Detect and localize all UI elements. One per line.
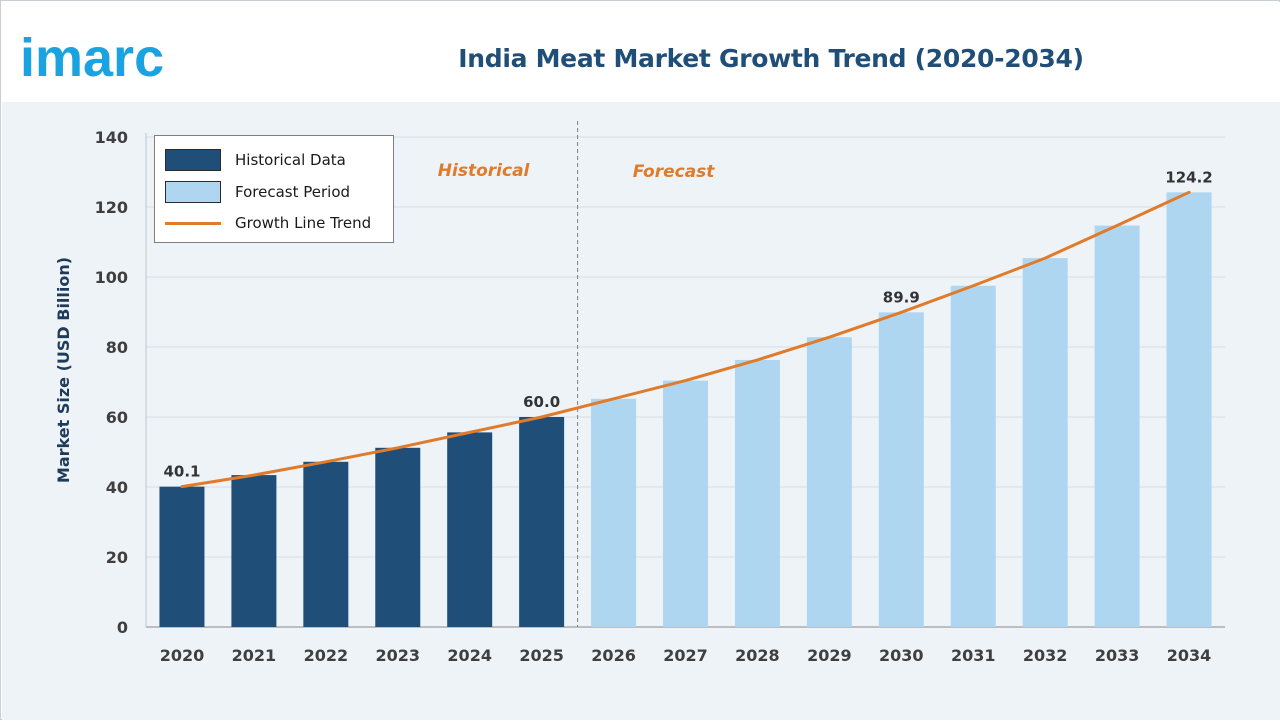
legend-item-growth-line: Growth Line Trend: [165, 211, 371, 235]
legend-swatch-forecast: [165, 181, 221, 203]
header: imarc India Meat Market Growth Trend (20…: [2, 2, 1280, 102]
data-label: 124.2: [1165, 168, 1212, 186]
x-tick-label: 2031: [951, 646, 996, 665]
logo-text: imarc: [20, 28, 164, 84]
historical-bar: [447, 432, 493, 627]
legend-label-historical: Historical Data: [235, 151, 346, 169]
forecast-period-label: Forecast: [633, 162, 716, 182]
forecast-bar: [734, 359, 780, 627]
legend-item-historical: Historical Data: [165, 148, 346, 172]
x-tick-label: 2026: [591, 646, 636, 665]
forecast-bar: [950, 285, 996, 627]
x-tick-label: 2030: [879, 646, 924, 665]
x-tick-label: 2021: [232, 646, 277, 665]
forecast-bar: [806, 337, 852, 627]
x-tick-label: 2022: [304, 646, 349, 665]
historical-bar: [375, 447, 421, 627]
forecast-bar: [878, 312, 924, 627]
chart-title: India Meat Market Growth Trend (2020-203…: [458, 44, 1084, 73]
imarc-logo: imarc: [20, 28, 164, 84]
y-tick-label: 80: [106, 338, 128, 357]
historical-bar: [159, 486, 205, 627]
x-tick-label: 2024: [447, 646, 492, 665]
legend-label-forecast: Forecast Period: [235, 183, 351, 201]
historical-bar: [303, 461, 349, 627]
legend-line-growth: [165, 221, 221, 225]
y-tick-label: 140: [95, 128, 128, 147]
legend: Historical Data Forecast Period Growth L…: [154, 135, 394, 243]
y-tick-label: 120: [95, 198, 128, 217]
x-tick-label: 2027: [663, 646, 708, 665]
y-tick-label: 20: [106, 548, 128, 567]
data-label: 89.9: [883, 288, 920, 306]
y-tick-label: 100: [95, 268, 128, 287]
historical-period-label: Historical: [438, 161, 531, 181]
x-tick-label: 2029: [807, 646, 852, 665]
forecast-bar: [663, 380, 708, 627]
y-axis-title: Market Size (USD Billion): [54, 257, 73, 483]
x-tick-label: 2028: [735, 646, 780, 665]
x-tick-label: 2034: [1167, 646, 1212, 665]
legend-label-growth: Growth Line Trend: [235, 214, 372, 232]
forecast-bar: [1094, 225, 1140, 628]
growth-trend-line: [180, 190, 1191, 489]
y-tick-label: 0: [117, 618, 128, 637]
x-tick-label: 2020: [160, 646, 205, 665]
x-tick-label: 2032: [1023, 646, 1068, 665]
y-tick-label: 60: [106, 408, 128, 427]
legend-swatch-historical: [165, 149, 221, 171]
legend-item-forecast: Forecast Period: [165, 180, 350, 204]
data-label: 40.1: [163, 463, 200, 481]
data-label: 60.0: [523, 393, 560, 411]
historical-bar: [519, 417, 565, 627]
forecast-bar: [1022, 258, 1068, 627]
x-tick-label: 2025: [519, 646, 564, 665]
forecast-bar: [1166, 192, 1212, 628]
x-tick-label: 2033: [1095, 646, 1140, 665]
y-tick-label: 40: [106, 478, 128, 497]
historical-bar: [231, 475, 277, 627]
x-tick-label: 2023: [376, 646, 421, 665]
forecast-bar: [591, 398, 637, 627]
